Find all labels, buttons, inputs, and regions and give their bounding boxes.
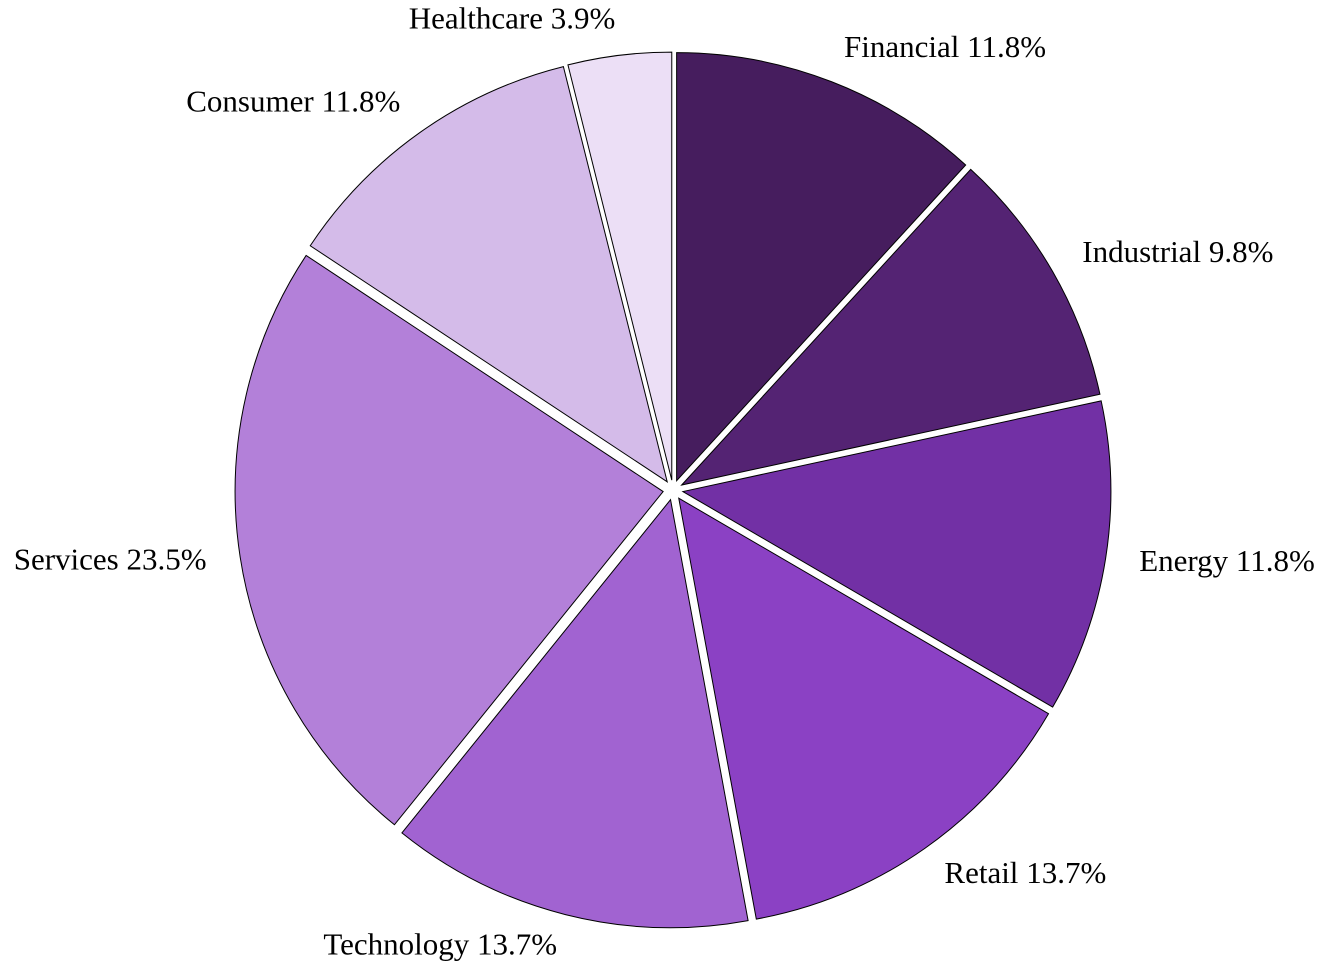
value-label: 11.8% [1236,543,1315,578]
category-label: Energy [1139,543,1228,578]
category-label: Consumer [186,84,314,119]
slice-label: Retail 13.7% [944,855,1106,890]
slice-label: Technology 13.7% [323,927,557,962]
value-label: 9.8% [1209,234,1274,269]
slice-label: Consumer 11.8% [186,84,400,119]
category-label: Industrial [1082,234,1201,269]
category-label: Technology [323,927,469,962]
pie-slice [567,51,673,481]
value-label: 13.7% [1026,855,1106,890]
pie-slice [680,168,1101,486]
category-label: Healthcare [409,1,543,36]
category-label: Financial [844,29,959,64]
slice-label: Healthcare 3.9% [409,1,616,36]
pie-slice [401,498,749,929]
pie-slice [234,254,664,826]
pie-slice [676,52,967,482]
slice-label: Financial 11.8% [844,29,1046,64]
slice-label: Services 23.5% [14,541,207,576]
value-label: 11.8% [967,29,1046,64]
pie-slice [681,400,1112,708]
pie-slice [678,497,1050,920]
value-label: 11.8% [321,84,400,119]
pie-slice [309,66,669,483]
value-label: 13.7% [477,927,557,962]
slice-label: Industrial 9.8% [1082,234,1273,269]
value-label: 3.9% [551,1,616,36]
value-label: 23.5% [127,541,207,576]
slice-label: Energy 11.8% [1139,543,1315,578]
category-label: Retail [944,855,1018,890]
category-label: Services [14,541,119,576]
